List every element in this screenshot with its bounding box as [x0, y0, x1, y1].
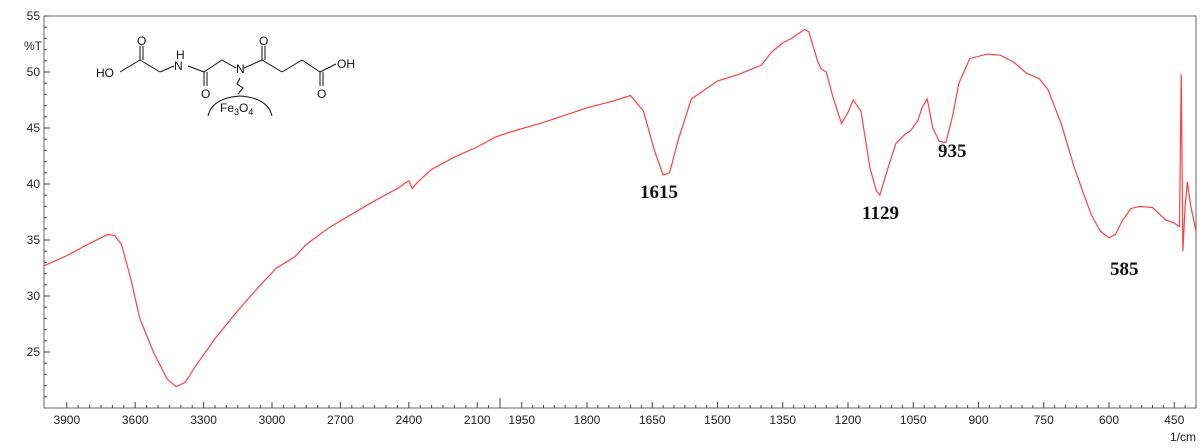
y-axis: 25 30 35 40 45 50 55: [27, 9, 50, 398]
x-tick-label: 1950: [508, 413, 535, 427]
svg-text:N: N: [236, 62, 245, 76]
svg-text:Fe3O4: Fe3O4: [220, 101, 253, 117]
molecule-structure: HO O N H O N O O OH Fe3O4: [96, 34, 355, 117]
y-axis-label: %T: [24, 39, 43, 53]
plot-area: [43, 15, 1197, 409]
x-tick-label: 1650: [639, 413, 666, 427]
x-tick-label: 450: [1164, 413, 1184, 427]
y-tick-label: 30: [27, 289, 41, 303]
y-tick-label: 55: [27, 9, 41, 23]
x-tick-label: 1200: [835, 413, 862, 427]
y-tick-label: 40: [27, 177, 41, 191]
y-tick-label: 35: [27, 233, 41, 247]
x-tick-label: 1350: [769, 413, 796, 427]
x-tick-label: 3000: [259, 413, 286, 427]
x-tick-label: 3600: [122, 413, 149, 427]
x-axis-unit-label: 1/cm: [1170, 430, 1196, 444]
svg-text:O: O: [201, 87, 210, 101]
peak-label-585: 585: [1110, 259, 1139, 280]
peak-label-935: 935: [938, 141, 967, 162]
x-tick-label: 750: [1034, 413, 1054, 427]
svg-text:O: O: [317, 87, 326, 101]
spectrum-line: [43, 28, 1197, 388]
svg-text:H: H: [176, 48, 185, 62]
x-tick-label: 600: [1099, 413, 1119, 427]
x-tick-label: 1500: [704, 413, 731, 427]
x-tick-label: 2700: [327, 413, 354, 427]
peak-label-1129: 1129: [862, 203, 899, 224]
y-tick-label: 50: [27, 65, 41, 79]
x-tick-label: 1800: [574, 413, 601, 427]
x-tick-label: 3900: [53, 413, 80, 427]
peak-label-1615: 1615: [640, 182, 678, 203]
x-tick-label: 1050: [900, 413, 927, 427]
svg-text:HO: HO: [96, 66, 114, 80]
svg-text:OH: OH: [337, 57, 355, 71]
x-axis: 3900 3600 3300 3000 2700 2400 2100 1950 1800 1650…: [53, 398, 1197, 427]
x-tick-label: 2100: [464, 413, 491, 427]
svg-text:O: O: [137, 34, 146, 48]
y-tick-label: 45: [27, 121, 41, 135]
x-tick-label: 3300: [190, 413, 217, 427]
svg-text:N: N: [174, 59, 183, 73]
y-tick-label: 25: [27, 345, 41, 359]
x-tick-label: 2400: [395, 413, 422, 427]
svg-text:O: O: [259, 34, 268, 48]
x-tick-label: 900: [968, 413, 988, 427]
